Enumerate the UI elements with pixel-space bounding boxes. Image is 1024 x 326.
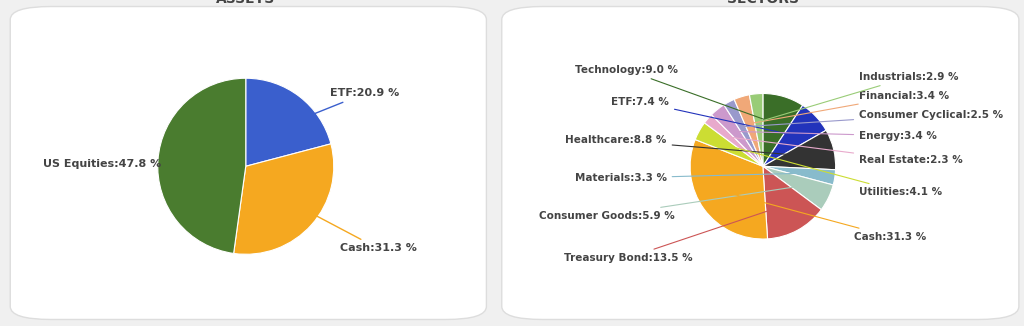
Wedge shape [763,166,836,185]
Wedge shape [712,105,763,166]
Wedge shape [763,166,821,239]
Title: ASSETS: ASSETS [216,0,275,6]
Wedge shape [734,95,763,166]
Text: Healthcare:8.8 %: Healthcare:8.8 % [565,135,804,156]
Wedge shape [763,166,834,210]
Wedge shape [158,78,246,253]
Wedge shape [690,140,768,239]
Text: Utilities:4.1 %: Utilities:4.1 % [727,145,942,197]
Text: Financial:3.4 %: Financial:3.4 % [753,91,949,123]
Text: ETF:7.4 %: ETF:7.4 % [611,97,793,135]
Text: Consumer Goods:5.9 %: Consumer Goods:5.9 % [539,186,801,221]
Wedge shape [705,115,763,166]
Text: ETF:20.9 %: ETF:20.9 % [276,88,399,129]
Text: Consumer Cyclical:2.5 %: Consumer Cyclical:2.5 % [744,110,1004,126]
Text: Treasury Bond:13.5 %: Treasury Bond:13.5 % [564,206,781,263]
Title: SECTORS: SECTORS [727,0,799,6]
Wedge shape [233,144,334,254]
Wedge shape [763,94,803,166]
Text: Real Estate:2.3 %: Real Estate:2.3 % [732,138,963,165]
Wedge shape [763,105,826,166]
Text: Energy:3.4 %: Energy:3.4 % [738,131,937,141]
Wedge shape [246,78,331,166]
Text: Cash:31.3 %: Cash:31.3 % [283,198,417,253]
Text: Industrials:2.9 %: Industrials:2.9 % [762,72,958,121]
Wedge shape [763,130,836,170]
Text: Technology:9.0 %: Technology:9.0 % [575,65,773,123]
Wedge shape [750,94,763,166]
Text: Materials:3.3 %: Materials:3.3 % [574,173,804,183]
Text: US Equities:47.8 %: US Equities:47.8 % [43,159,198,169]
Wedge shape [695,123,763,166]
Wedge shape [724,99,763,166]
Text: Cash:31.3 %: Cash:31.3 % [729,193,927,242]
